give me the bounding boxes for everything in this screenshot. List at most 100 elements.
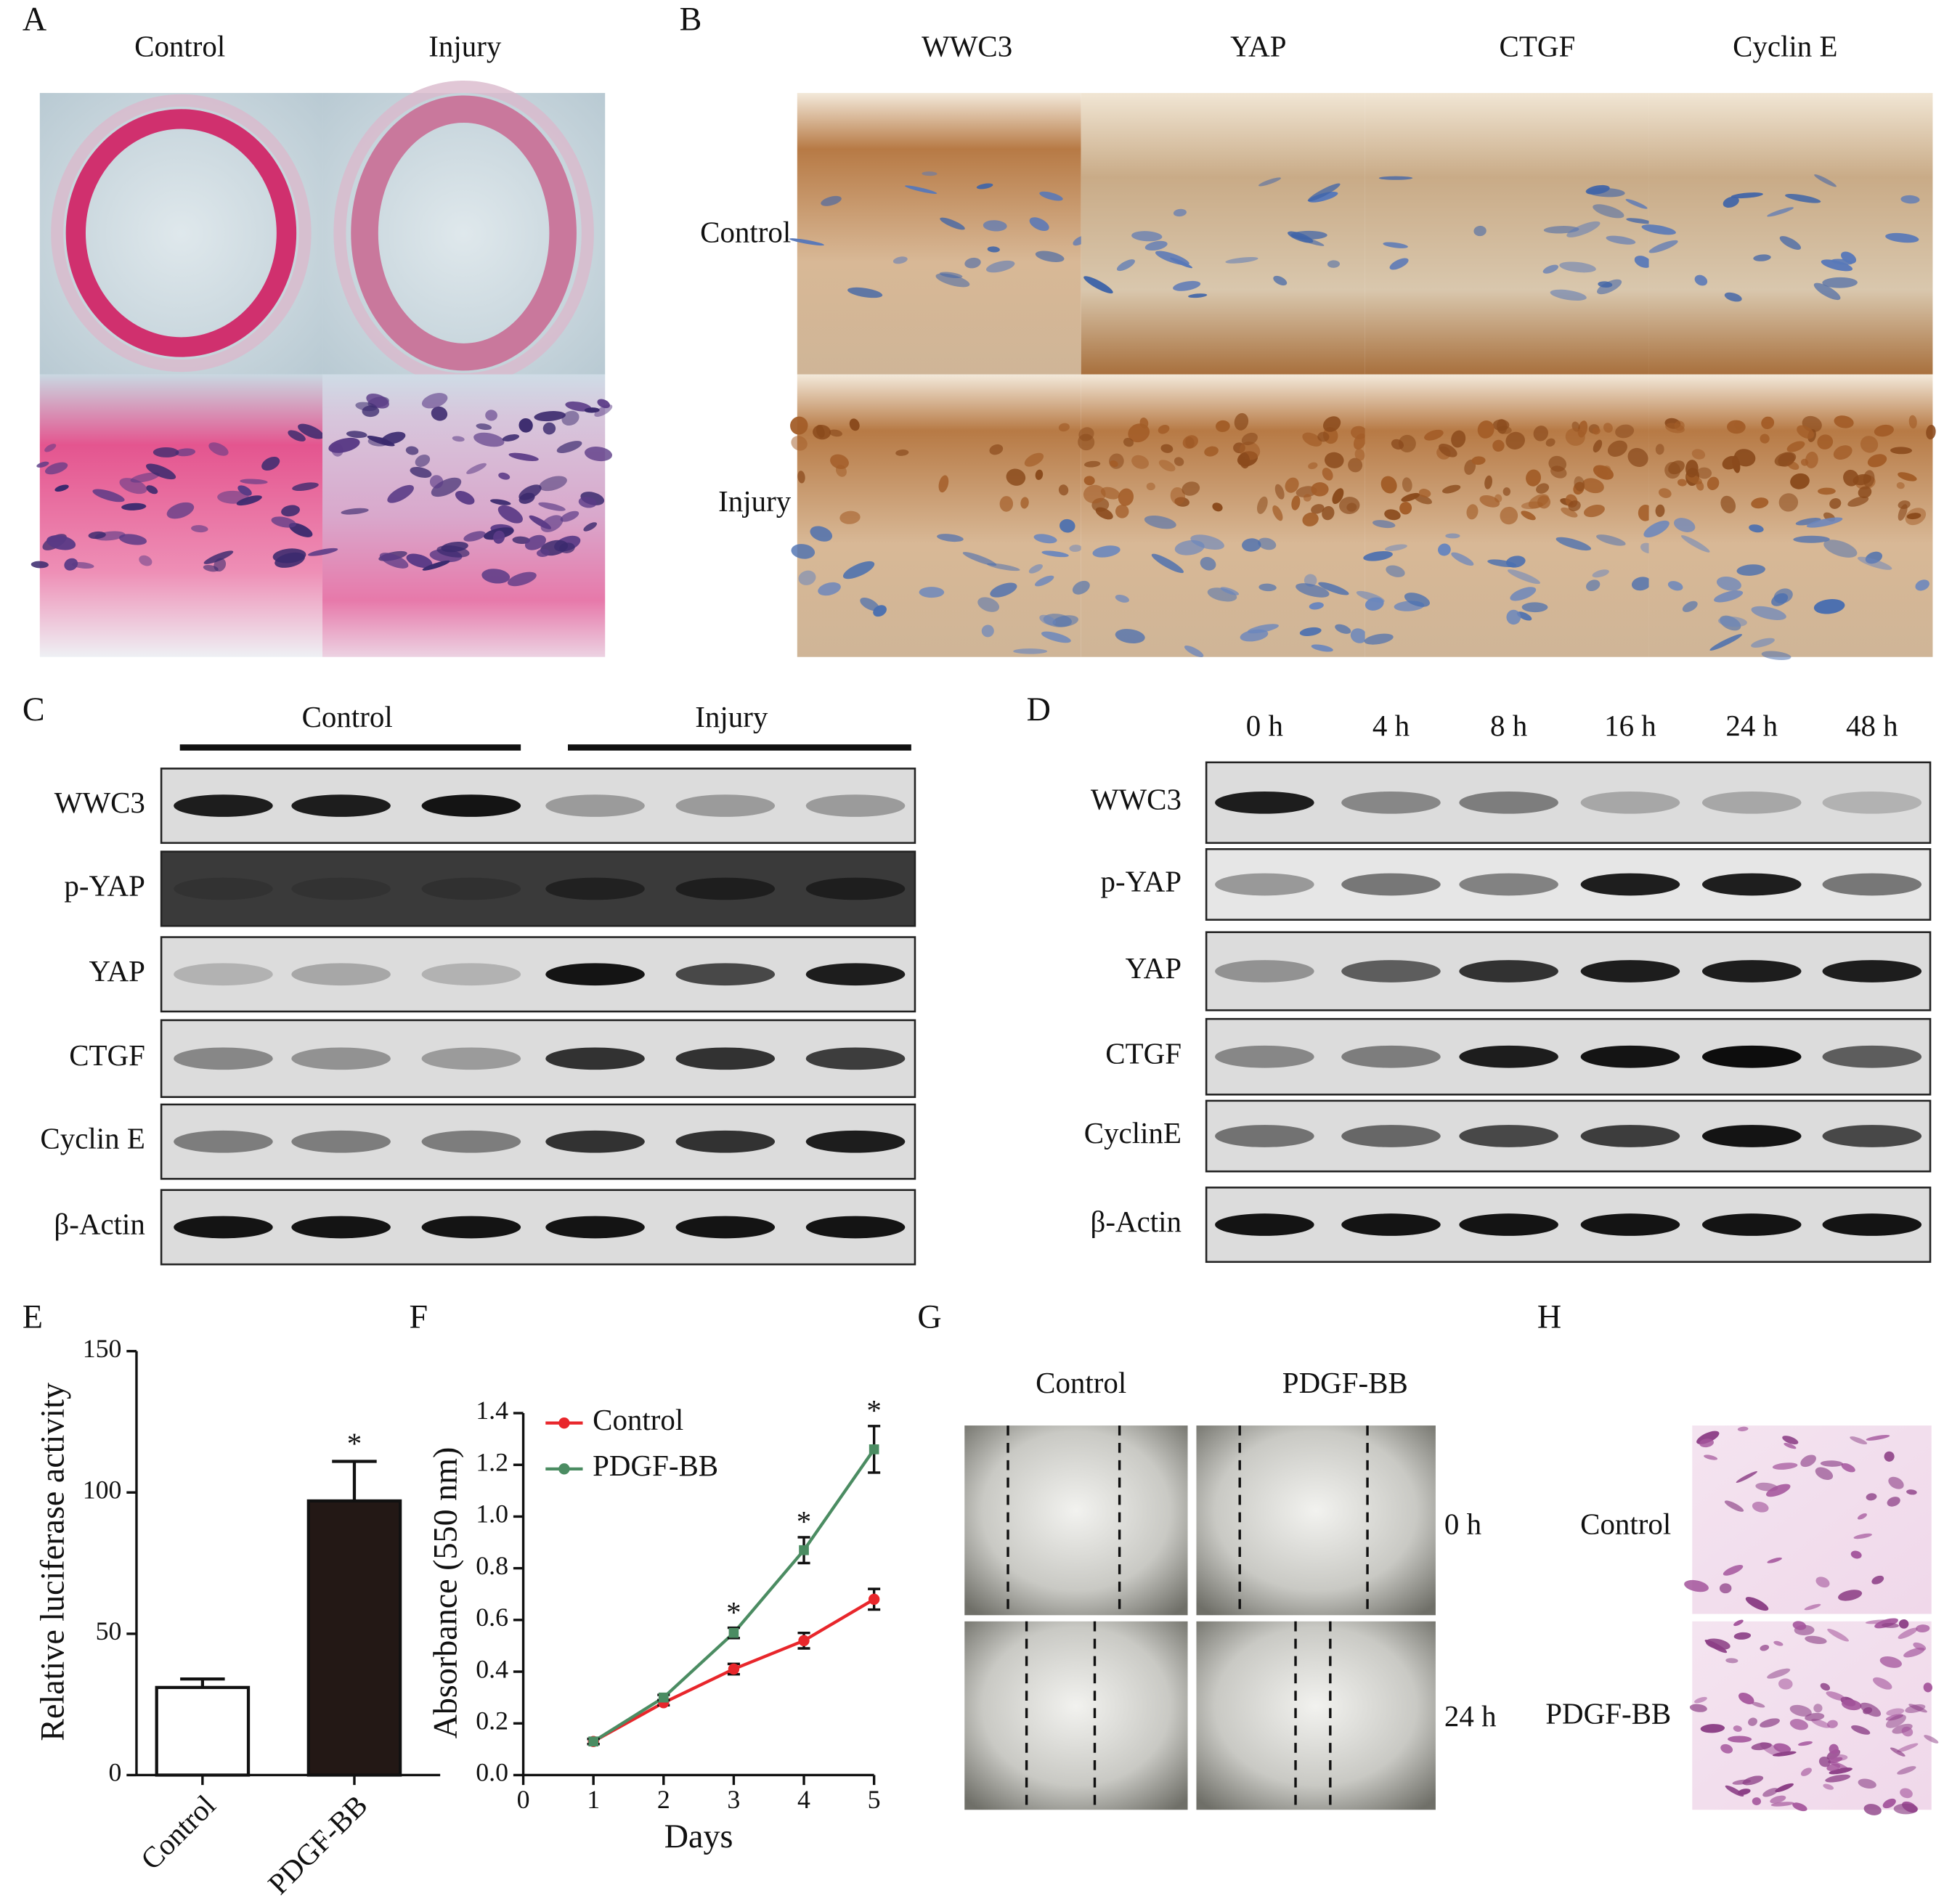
cell	[1526, 469, 1541, 487]
cell	[829, 429, 842, 437]
adventitia	[51, 94, 312, 373]
cell	[1723, 1564, 1744, 1576]
cell	[1507, 569, 1541, 585]
group-label: Control	[302, 700, 393, 733]
cell	[1916, 1624, 1930, 1632]
micrograph	[1648, 374, 1933, 657]
blot-band	[291, 794, 391, 817]
cell	[1598, 281, 1613, 288]
panel-label: A	[23, 0, 46, 37]
cell	[816, 425, 825, 438]
cell	[236, 495, 262, 506]
blot-band	[1341, 960, 1441, 982]
blot-band	[1580, 1213, 1680, 1236]
blot-band	[1822, 873, 1922, 896]
cell	[1782, 1436, 1799, 1445]
cell	[1885, 232, 1919, 243]
cell	[502, 434, 520, 442]
cell	[1778, 493, 1799, 512]
cell	[1772, 1751, 1797, 1757]
blot-band	[291, 1130, 391, 1153]
cell	[146, 485, 158, 495]
cell	[1438, 543, 1451, 556]
cell	[1841, 1462, 1855, 1473]
cell	[798, 570, 816, 585]
cell	[1842, 1699, 1862, 1711]
cell	[175, 448, 196, 457]
cell	[1351, 426, 1367, 439]
blot-band	[291, 1047, 391, 1070]
cell	[1707, 476, 1720, 490]
row-label: 0 h	[1444, 1507, 1481, 1540]
cell	[30, 561, 49, 569]
cell	[1083, 276, 1113, 294]
blot-band	[805, 1047, 906, 1070]
blot-band	[1459, 1213, 1558, 1236]
column-label: Cyclin E	[1733, 30, 1837, 63]
blot-band	[675, 877, 776, 900]
cell	[1239, 452, 1250, 469]
cell	[1013, 648, 1048, 654]
cell	[534, 411, 566, 422]
cell	[1643, 520, 1670, 538]
cell	[940, 217, 965, 230]
cell	[1399, 502, 1412, 515]
cell	[839, 510, 861, 524]
cell	[1302, 432, 1322, 447]
cell	[847, 287, 883, 298]
cell	[842, 561, 875, 579]
row-label: β-Actin	[54, 1207, 145, 1240]
cell	[810, 526, 833, 542]
cell	[493, 530, 505, 544]
blot-band	[1701, 1213, 1802, 1236]
cell	[1641, 224, 1676, 235]
cell	[1363, 551, 1393, 561]
blot-band	[174, 1047, 273, 1070]
cell	[791, 544, 816, 559]
blot-strip	[1205, 1017, 1932, 1096]
cell	[1587, 187, 1625, 198]
cell	[578, 497, 597, 508]
blot-band	[1580, 1045, 1680, 1068]
cell	[1170, 487, 1186, 505]
micrograph	[1365, 93, 1649, 375]
cell	[1898, 1627, 1918, 1639]
cell	[1752, 1502, 1769, 1513]
blot-band	[1580, 791, 1680, 814]
cell	[1521, 501, 1543, 510]
data-point	[799, 1545, 809, 1555]
cell	[473, 432, 505, 447]
cell	[1765, 1484, 1791, 1497]
blot-band	[1215, 960, 1314, 982]
cell	[1309, 602, 1324, 610]
cell	[1691, 449, 1706, 460]
cell	[1386, 565, 1405, 577]
cell	[1773, 1640, 1784, 1646]
cell	[1724, 292, 1742, 302]
cell	[1885, 1714, 1906, 1728]
cell	[46, 535, 76, 550]
blot-band	[675, 1216, 776, 1239]
cell	[962, 552, 997, 566]
cell	[298, 423, 325, 439]
cell	[1667, 581, 1683, 591]
cell	[1673, 518, 1696, 532]
blot-band	[421, 794, 521, 817]
cell	[1798, 1741, 1813, 1746]
cell	[1805, 1635, 1827, 1645]
cell	[561, 410, 579, 426]
blot-band	[805, 877, 906, 900]
cell	[1820, 1460, 1844, 1467]
row-label: Control	[700, 216, 791, 249]
cell	[261, 456, 280, 471]
cell	[849, 418, 860, 431]
cell	[387, 484, 414, 503]
cell	[1767, 1668, 1791, 1679]
micrograph	[964, 1621, 1188, 1810]
cell	[1308, 462, 1318, 470]
panel-label: E	[23, 1298, 43, 1335]
cell	[1762, 1788, 1778, 1797]
cell	[1806, 517, 1843, 528]
blot-band	[1701, 1125, 1802, 1147]
cell	[1851, 1725, 1871, 1735]
